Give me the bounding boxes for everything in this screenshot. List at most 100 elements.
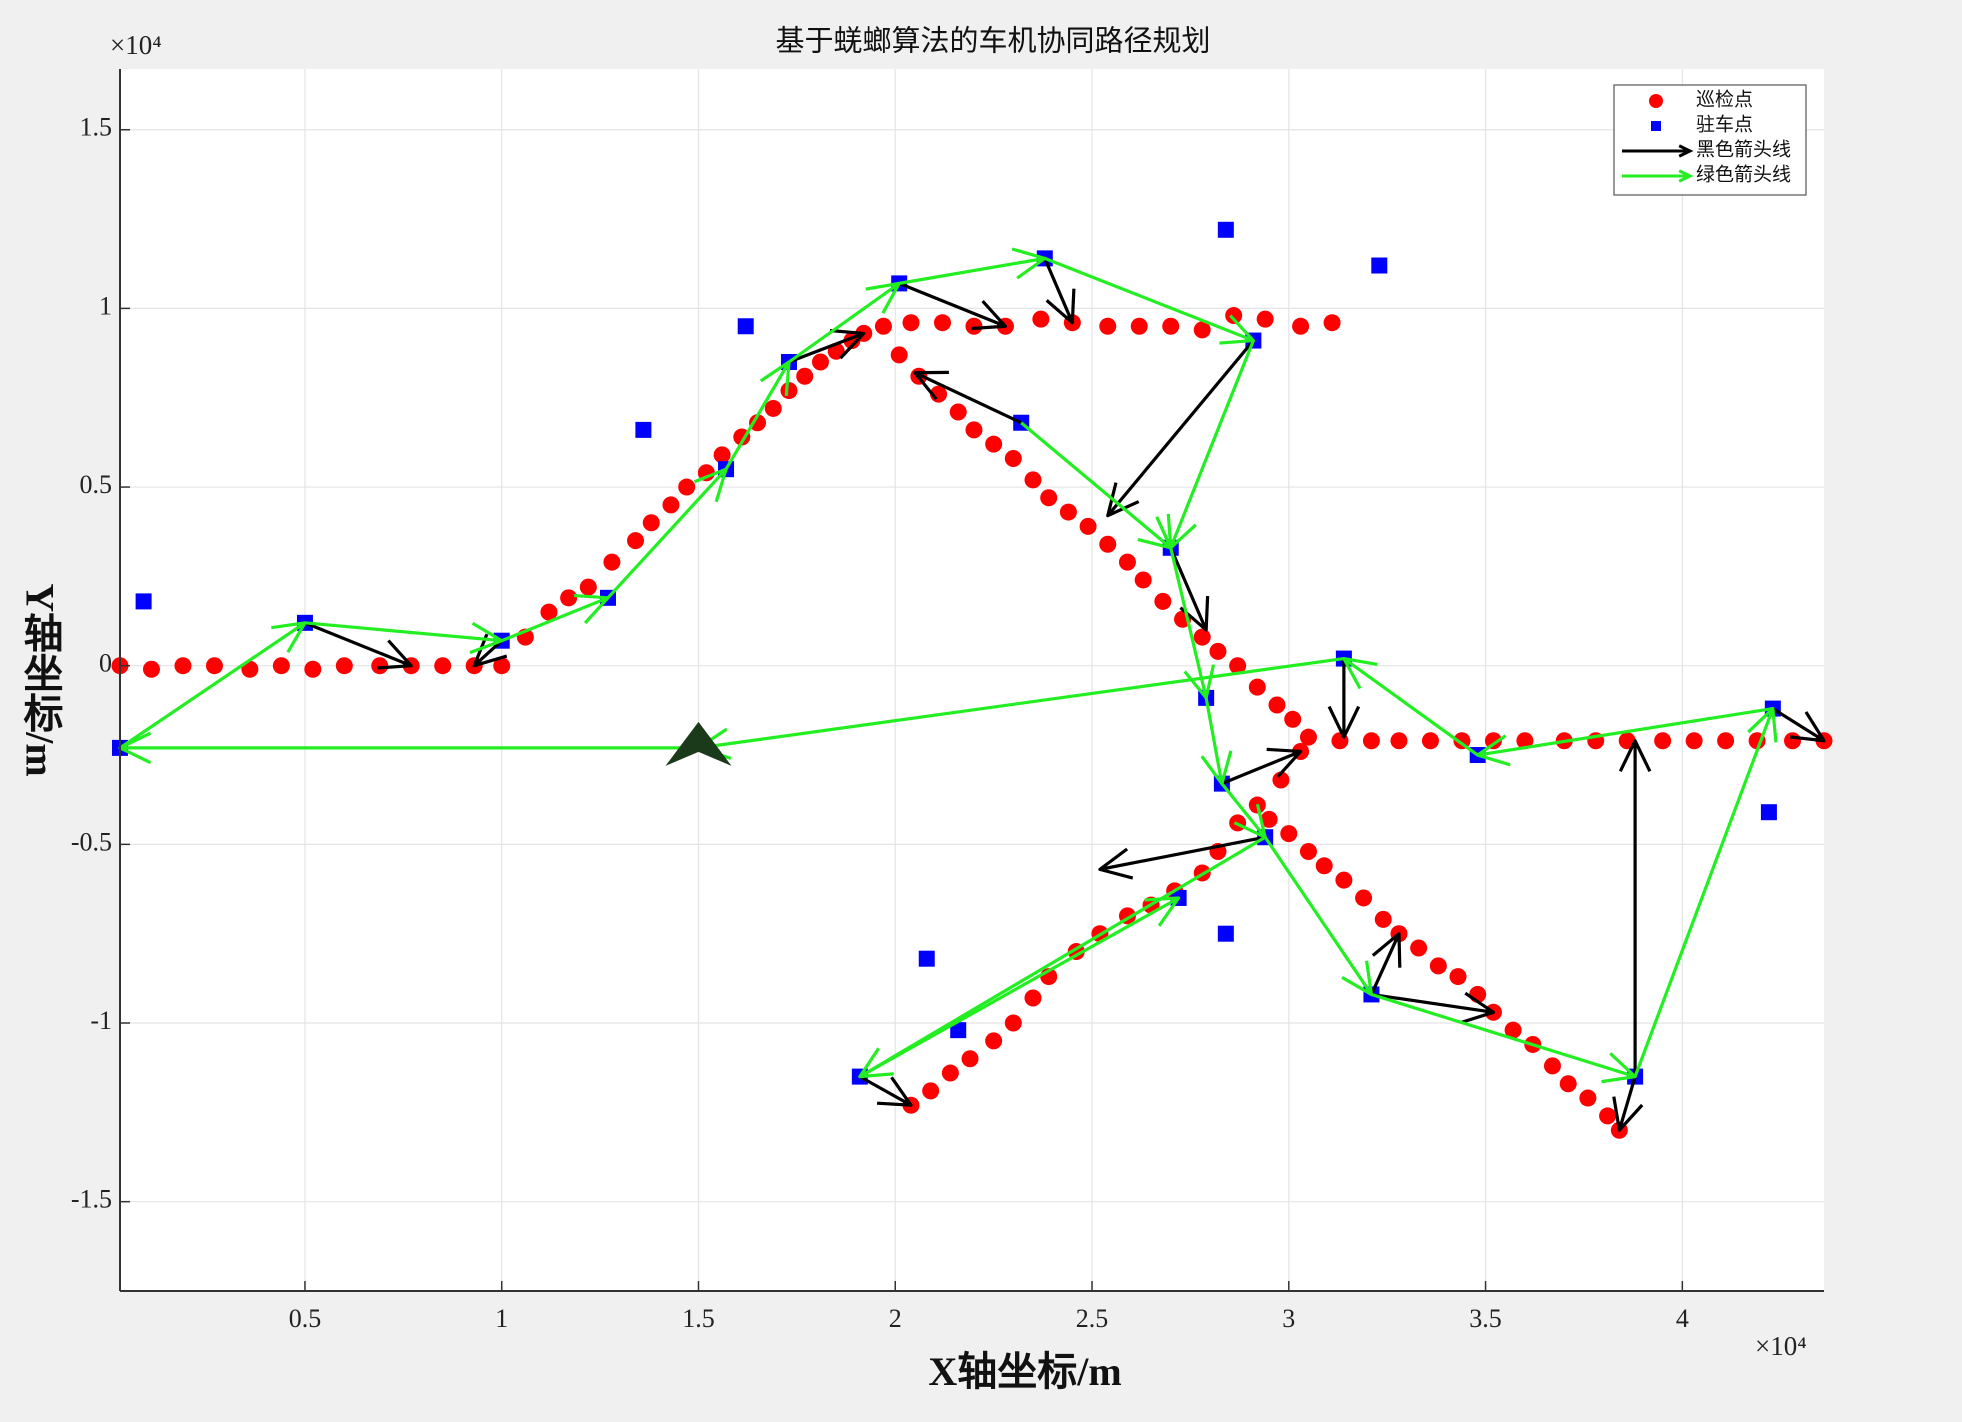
patrol-point xyxy=(796,367,814,385)
arrow-line xyxy=(1612,1076,1644,1132)
patrol-point xyxy=(874,317,892,335)
parking-point xyxy=(950,1022,967,1039)
patrol-point xyxy=(1516,732,1534,750)
patrol-point xyxy=(1256,310,1274,328)
patrol-point xyxy=(603,553,621,571)
y-multiplier: ×10⁴ xyxy=(110,30,162,60)
patrol-point xyxy=(985,1032,1003,1050)
arrow-line xyxy=(1327,658,1361,739)
data xyxy=(111,221,1833,1139)
parking-point xyxy=(1760,804,1777,821)
arrow-line xyxy=(1221,747,1303,786)
patrol-point xyxy=(434,657,452,675)
x-tick-label: 2 xyxy=(889,1304,902,1333)
patrol-point xyxy=(1449,968,1467,986)
arrow-line xyxy=(1098,835,1266,880)
legend-label: 绿色箭头线 xyxy=(1696,163,1791,185)
patrol-point xyxy=(965,421,983,439)
x-multiplier: ×10⁴ xyxy=(1755,1331,1807,1361)
patrol-point xyxy=(1599,1107,1617,1125)
arrow-line xyxy=(898,247,1047,285)
y-axis-label: Y轴坐标/m xyxy=(18,583,64,776)
patrol-point xyxy=(1374,910,1392,928)
y-tick-label: 1.5 xyxy=(80,113,113,142)
patrol-point xyxy=(142,660,160,678)
patrol-point xyxy=(304,660,322,678)
patrol-point xyxy=(1579,1089,1597,1107)
grid xyxy=(120,69,1824,1291)
x-axis-label: X轴坐标/m xyxy=(928,1349,1121,1394)
patrol-point xyxy=(1032,310,1050,328)
patrol-point xyxy=(579,578,597,596)
patrol-point xyxy=(627,532,645,550)
x-tick-label: 4 xyxy=(1676,1304,1689,1333)
arrow-line xyxy=(1200,697,1233,786)
patrol-point xyxy=(1355,889,1373,907)
x-tick-label: 1.5 xyxy=(682,1304,715,1333)
patrol-point xyxy=(1292,317,1310,335)
parking-point xyxy=(918,950,935,967)
x-tick-label: 2.5 xyxy=(1076,1304,1109,1333)
patrol-point xyxy=(1260,810,1278,828)
patrol-point xyxy=(749,414,767,432)
arrow-line xyxy=(859,896,1181,1079)
patrol-point xyxy=(1193,628,1211,646)
patrol-point xyxy=(1040,489,1058,507)
arrow-line xyxy=(913,370,1022,425)
patrol-point xyxy=(1280,825,1298,843)
x-tick-label: 3.5 xyxy=(1469,1304,1502,1333)
patrol-point xyxy=(1429,957,1447,975)
parking-point xyxy=(1217,925,1234,942)
arrow-line xyxy=(304,621,504,655)
arrow-line xyxy=(1020,421,1173,550)
y-tick-label: -1 xyxy=(90,1006,112,1035)
arrow-line xyxy=(859,1075,913,1107)
patrol-point xyxy=(1225,307,1243,325)
patrol-point xyxy=(272,657,290,675)
patrol-point xyxy=(1193,321,1211,339)
patrol-point xyxy=(678,478,696,496)
patrol-point xyxy=(335,657,353,675)
patrol-point xyxy=(1315,857,1333,875)
patrol-point xyxy=(1209,642,1227,660)
patrol-point xyxy=(1299,843,1317,861)
patrol-point xyxy=(1390,732,1408,750)
patrol-point xyxy=(902,314,920,332)
patrol-point xyxy=(642,514,660,532)
patrol-point xyxy=(922,1082,940,1100)
arrow-line xyxy=(1044,256,1255,345)
arrow-line xyxy=(1369,932,1402,996)
patrol-point xyxy=(890,346,908,364)
patrol-point xyxy=(371,657,389,675)
x-tick-label: 3 xyxy=(1282,1304,1295,1333)
arrow-line xyxy=(788,328,866,364)
patrol-point xyxy=(1004,449,1022,467)
arrow-line xyxy=(1618,739,1652,1077)
patrol-point xyxy=(493,657,511,675)
patrol-point xyxy=(1284,710,1302,728)
ticks: 0.5 1 1.5 2 2.5 3 3.5 4 -1.5 -1 -0.5 0 0.5 1 1.5 xyxy=(71,113,1689,1333)
arrow-line xyxy=(304,621,413,670)
y-tick-label: 1 xyxy=(99,291,112,320)
x-tick-label: 1 xyxy=(495,1304,508,1333)
patrol-point xyxy=(1323,314,1341,332)
y-tick-label: 0 xyxy=(99,649,112,678)
patrol-point xyxy=(1024,471,1042,489)
legend-label: 巡检点 xyxy=(1696,88,1753,110)
patrol-point xyxy=(1504,1021,1522,1039)
arrow-line xyxy=(1771,707,1826,743)
arrow-line xyxy=(472,633,508,668)
patrol-point xyxy=(540,603,558,621)
plot-area xyxy=(120,69,1824,1291)
patrol-point xyxy=(560,589,578,607)
patrol-point xyxy=(662,496,680,514)
patrol-point xyxy=(1299,728,1317,746)
start-point xyxy=(665,721,732,766)
arrow-line xyxy=(788,281,901,364)
patrol-point xyxy=(1268,696,1286,714)
patrol-point xyxy=(764,399,782,417)
parking-point xyxy=(737,318,754,335)
patrol-point xyxy=(1024,989,1042,1007)
